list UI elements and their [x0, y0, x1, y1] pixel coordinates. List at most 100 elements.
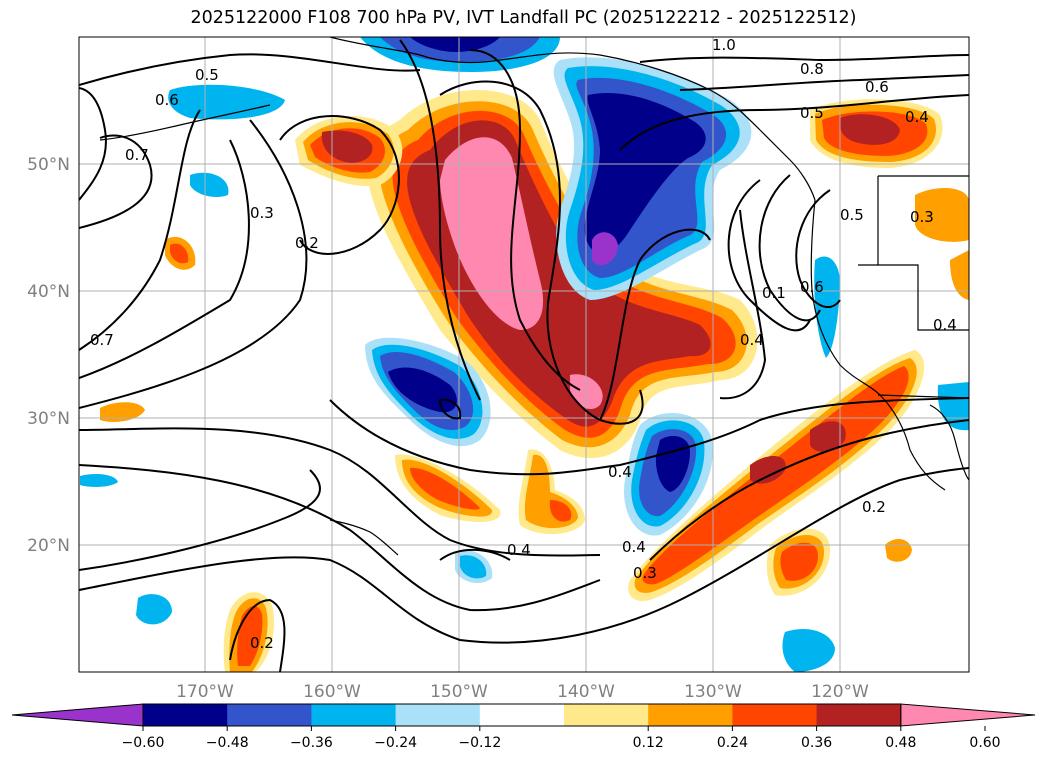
contour-line [795, 189, 841, 309]
contour-label: 0.1 [762, 284, 786, 302]
colorbar-segment [816, 704, 902, 726]
contour-line [639, 54, 969, 63]
colorbar-tick-label: 0.12 [633, 735, 664, 751]
lon-label: 150°W [430, 682, 488, 702]
contour-label: 0.6 [865, 78, 889, 96]
colorbar-segment [564, 704, 649, 726]
colorbar-segment [311, 704, 397, 726]
state-borders [877, 176, 969, 331]
colorbar-tick-label: 0.36 [801, 735, 832, 751]
coastline-mexico [929, 404, 969, 481]
colorbar-segment [395, 704, 481, 726]
contour-line [79, 119, 308, 409]
lat-label: 40°N [27, 282, 70, 302]
lon-label: 130°W [684, 682, 742, 702]
contour-line [619, 94, 969, 151]
contour-line [79, 109, 201, 351]
contour-label: 0.7 [90, 331, 114, 349]
contour-line [229, 598, 286, 672]
contour-label: 0.4 [933, 316, 957, 334]
latitude-labels: 50°N 40°N 30°N 20°N [27, 155, 70, 556]
lon-label: 170°W [176, 682, 234, 702]
colorbar-outline [142, 703, 902, 727]
contour-labels: 1.0 0.8 0.6 0.5 0.4 0.5 0.6 0.7 0.3 0.2 … [90, 36, 957, 652]
colorbar-extend-low [11, 703, 144, 727]
colorbar-extend-high [900, 703, 1036, 727]
colorbar-tick-label: 0.60 [969, 735, 1000, 751]
contour-line [439, 548, 511, 561]
colorbar-segment [227, 704, 312, 726]
contour-label: 0.4 [905, 108, 929, 126]
lon-label: 120°W [811, 682, 869, 702]
contour-label: 0.5 [840, 206, 864, 224]
map-frame [78, 36, 970, 673]
contour-line [79, 464, 601, 612]
contour-label: 0.4 [622, 538, 646, 556]
colorbar-segment [143, 704, 228, 726]
map-panel: 1.0 0.8 0.6 0.5 0.4 0.5 0.6 0.7 0.3 0.2 … [79, 36, 969, 672]
colorbar-tick-label: −0.24 [374, 735, 417, 751]
contour-line [758, 174, 821, 322]
contour-label: 0.4 [740, 331, 764, 349]
contour-label: 0.2 [295, 234, 319, 252]
contour-line [79, 139, 250, 379]
map-title: 2025122000 F108 700 hPa PV, IVT Landfall… [190, 8, 857, 28]
contour-label: 0.8 [800, 60, 824, 78]
graticule [79, 37, 969, 672]
coastlines [99, 37, 969, 556]
colorbar-tick-label: −0.60 [122, 735, 165, 751]
lat-label: 30°N [27, 409, 70, 429]
contour-label: 0.7 [125, 146, 149, 164]
coastline-bc [759, 129, 816, 201]
coastline-alaska [329, 37, 761, 131]
contour-label: 0.5 [195, 66, 219, 84]
pv-shading [80, 37, 969, 672]
contour-line [329, 397, 969, 476]
contour-label: 1.0 [712, 36, 736, 54]
contour-label: 0.2 [250, 634, 274, 652]
contour-line [79, 469, 321, 571]
colorbar-tick-label: 0.48 [885, 735, 916, 751]
contour-line [79, 427, 601, 557]
contour-line [649, 419, 969, 561]
lat-label: 20°N [27, 536, 70, 556]
contour-line [79, 87, 107, 201]
colorbar-tick-label: −0.12 [458, 735, 501, 751]
colorbar: −0.60 −0.48 −0.36 −0.24 −0.12 0.12 0.24 0.36 0.4… [11, 703, 1036, 751]
coastline-baja [879, 394, 946, 491]
contour-line [469, 49, 581, 391]
colorbar-segment [648, 704, 733, 726]
colorbar-tick-label: 0.24 [717, 735, 748, 751]
hawaii-islands [329, 519, 399, 556]
border-us-mexico [877, 394, 969, 399]
contour-label: 0.4 [507, 541, 531, 559]
contour-line [727, 179, 811, 332]
contour-line [399, 39, 481, 401]
longitude-labels: 170°W 160°W 150°W 140°W 130°W 120°W [176, 682, 869, 702]
coastline-west-us [810, 199, 881, 396]
contour-line [79, 467, 969, 644]
contour-line [79, 134, 153, 229]
contour-label: 0.4 [608, 463, 632, 481]
lon-label: 140°W [557, 682, 615, 702]
lon-label: 160°W [303, 682, 361, 702]
contour-label: 0.3 [633, 564, 657, 582]
contour-label: 0.6 [155, 91, 179, 109]
lat-label: 50°N [27, 155, 70, 175]
contour-line [438, 398, 462, 420]
contour-label: 0.6 [800, 278, 824, 296]
contour-line [679, 74, 969, 91]
colorbar-segment [732, 704, 818, 726]
aleutians [99, 104, 271, 141]
colorbar-segment [479, 704, 565, 726]
contour-label: 0.2 [862, 498, 886, 516]
ivt-contours [79, 39, 969, 672]
contour-label: 0.3 [250, 204, 274, 222]
contour-label: 0.3 [910, 208, 934, 226]
contour-line [279, 115, 400, 255]
contour-line [439, 80, 644, 425]
contour-line [79, 53, 421, 86]
colorbar-tick-label: −0.36 [290, 735, 333, 751]
contour-line [719, 209, 767, 400]
